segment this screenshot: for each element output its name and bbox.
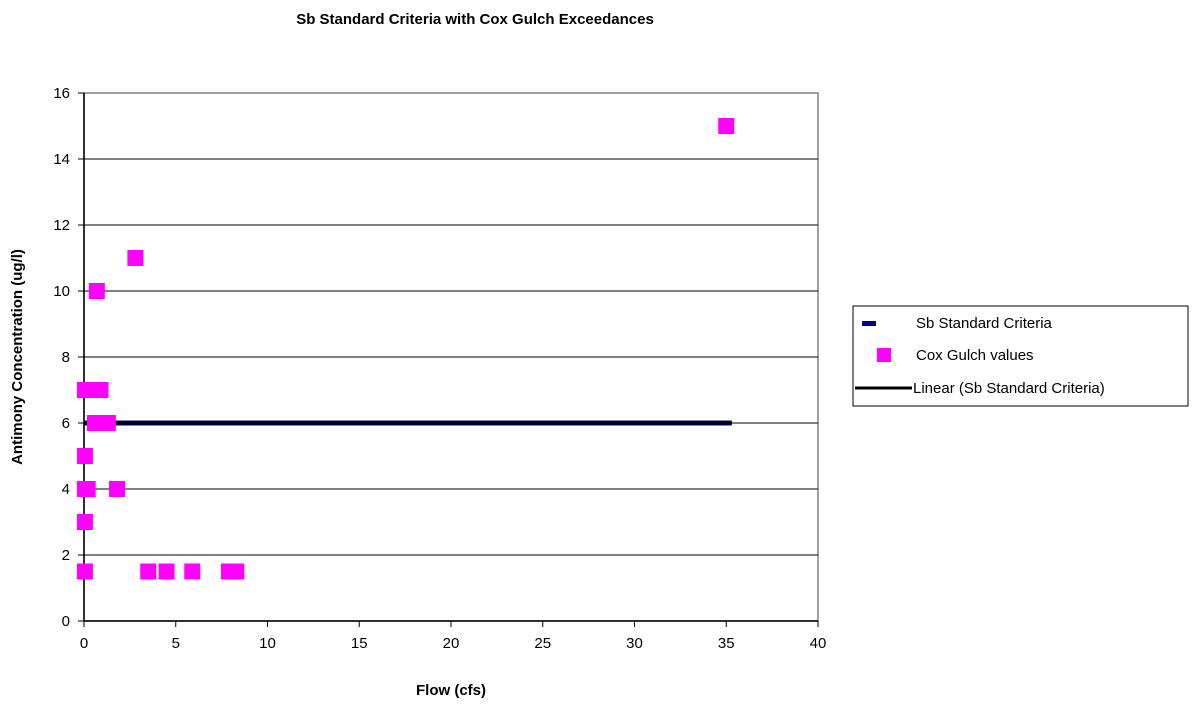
y-tick-label: 4 [62,481,70,498]
data-point-marker [184,563,201,580]
y-tick-label: 2 [62,547,70,564]
x-tick-label: 10 [259,635,276,652]
y-tick-label: 6 [62,415,70,432]
data-point-marker [76,514,93,530]
y-tick-label: 12 [53,217,70,234]
data-point-marker [92,382,109,398]
y-tick-label: 8 [62,349,70,366]
x-axis-label: Flow (cfs) [416,682,486,699]
y-tick-label: 0 [62,613,70,630]
x-tick-label: 20 [443,635,460,652]
data-point-marker [127,250,144,266]
data-point-marker [76,563,93,580]
y-tick-label: 16 [53,85,70,102]
data-point-marker [158,563,175,580]
data-point-marker [718,118,735,134]
chart-title: Sb Standard Criteria with Cox Gulch Exce… [296,11,654,28]
y-tick-label: 14 [53,151,70,168]
x-tick-label: 0 [80,635,88,652]
x-tick-label: 40 [810,635,827,652]
gridlines [84,158,818,556]
x-tick-label: 35 [718,635,735,652]
data-point-marker [76,382,93,398]
x-tick-label: 5 [172,635,180,652]
data-point-marker [109,481,126,497]
legend-line-swatch [862,321,876,326]
data-point-marker [140,563,157,580]
legend: Sb Standard Criteria Cox Gulch values Line… [852,305,1189,407]
y-tick-label: 10 [53,283,70,300]
data-point-marker [79,481,96,497]
legend-label: Linear (Sb Standard Criteria) [913,380,1105,397]
x-tick-label: 25 [534,635,551,652]
legend-label: Sb Standard Criteria [916,315,1053,332]
data-series [76,118,735,580]
legend-marker-swatch [877,348,891,362]
data-point-marker [88,283,105,299]
x-tick-label: 15 [351,635,368,652]
axes: 0 2 4 6 8 10 12 14 16 0 5 10 15 20 25 30 35 40 [53,85,826,652]
legend-label: Cox Gulch values [916,347,1034,364]
data-point-marker [99,415,116,431]
y-axis-label: Antimony Concentration (ug/l) [9,249,26,465]
data-point-marker [228,563,245,580]
data-point-marker [76,448,93,464]
x-tick-label: 30 [626,635,643,652]
